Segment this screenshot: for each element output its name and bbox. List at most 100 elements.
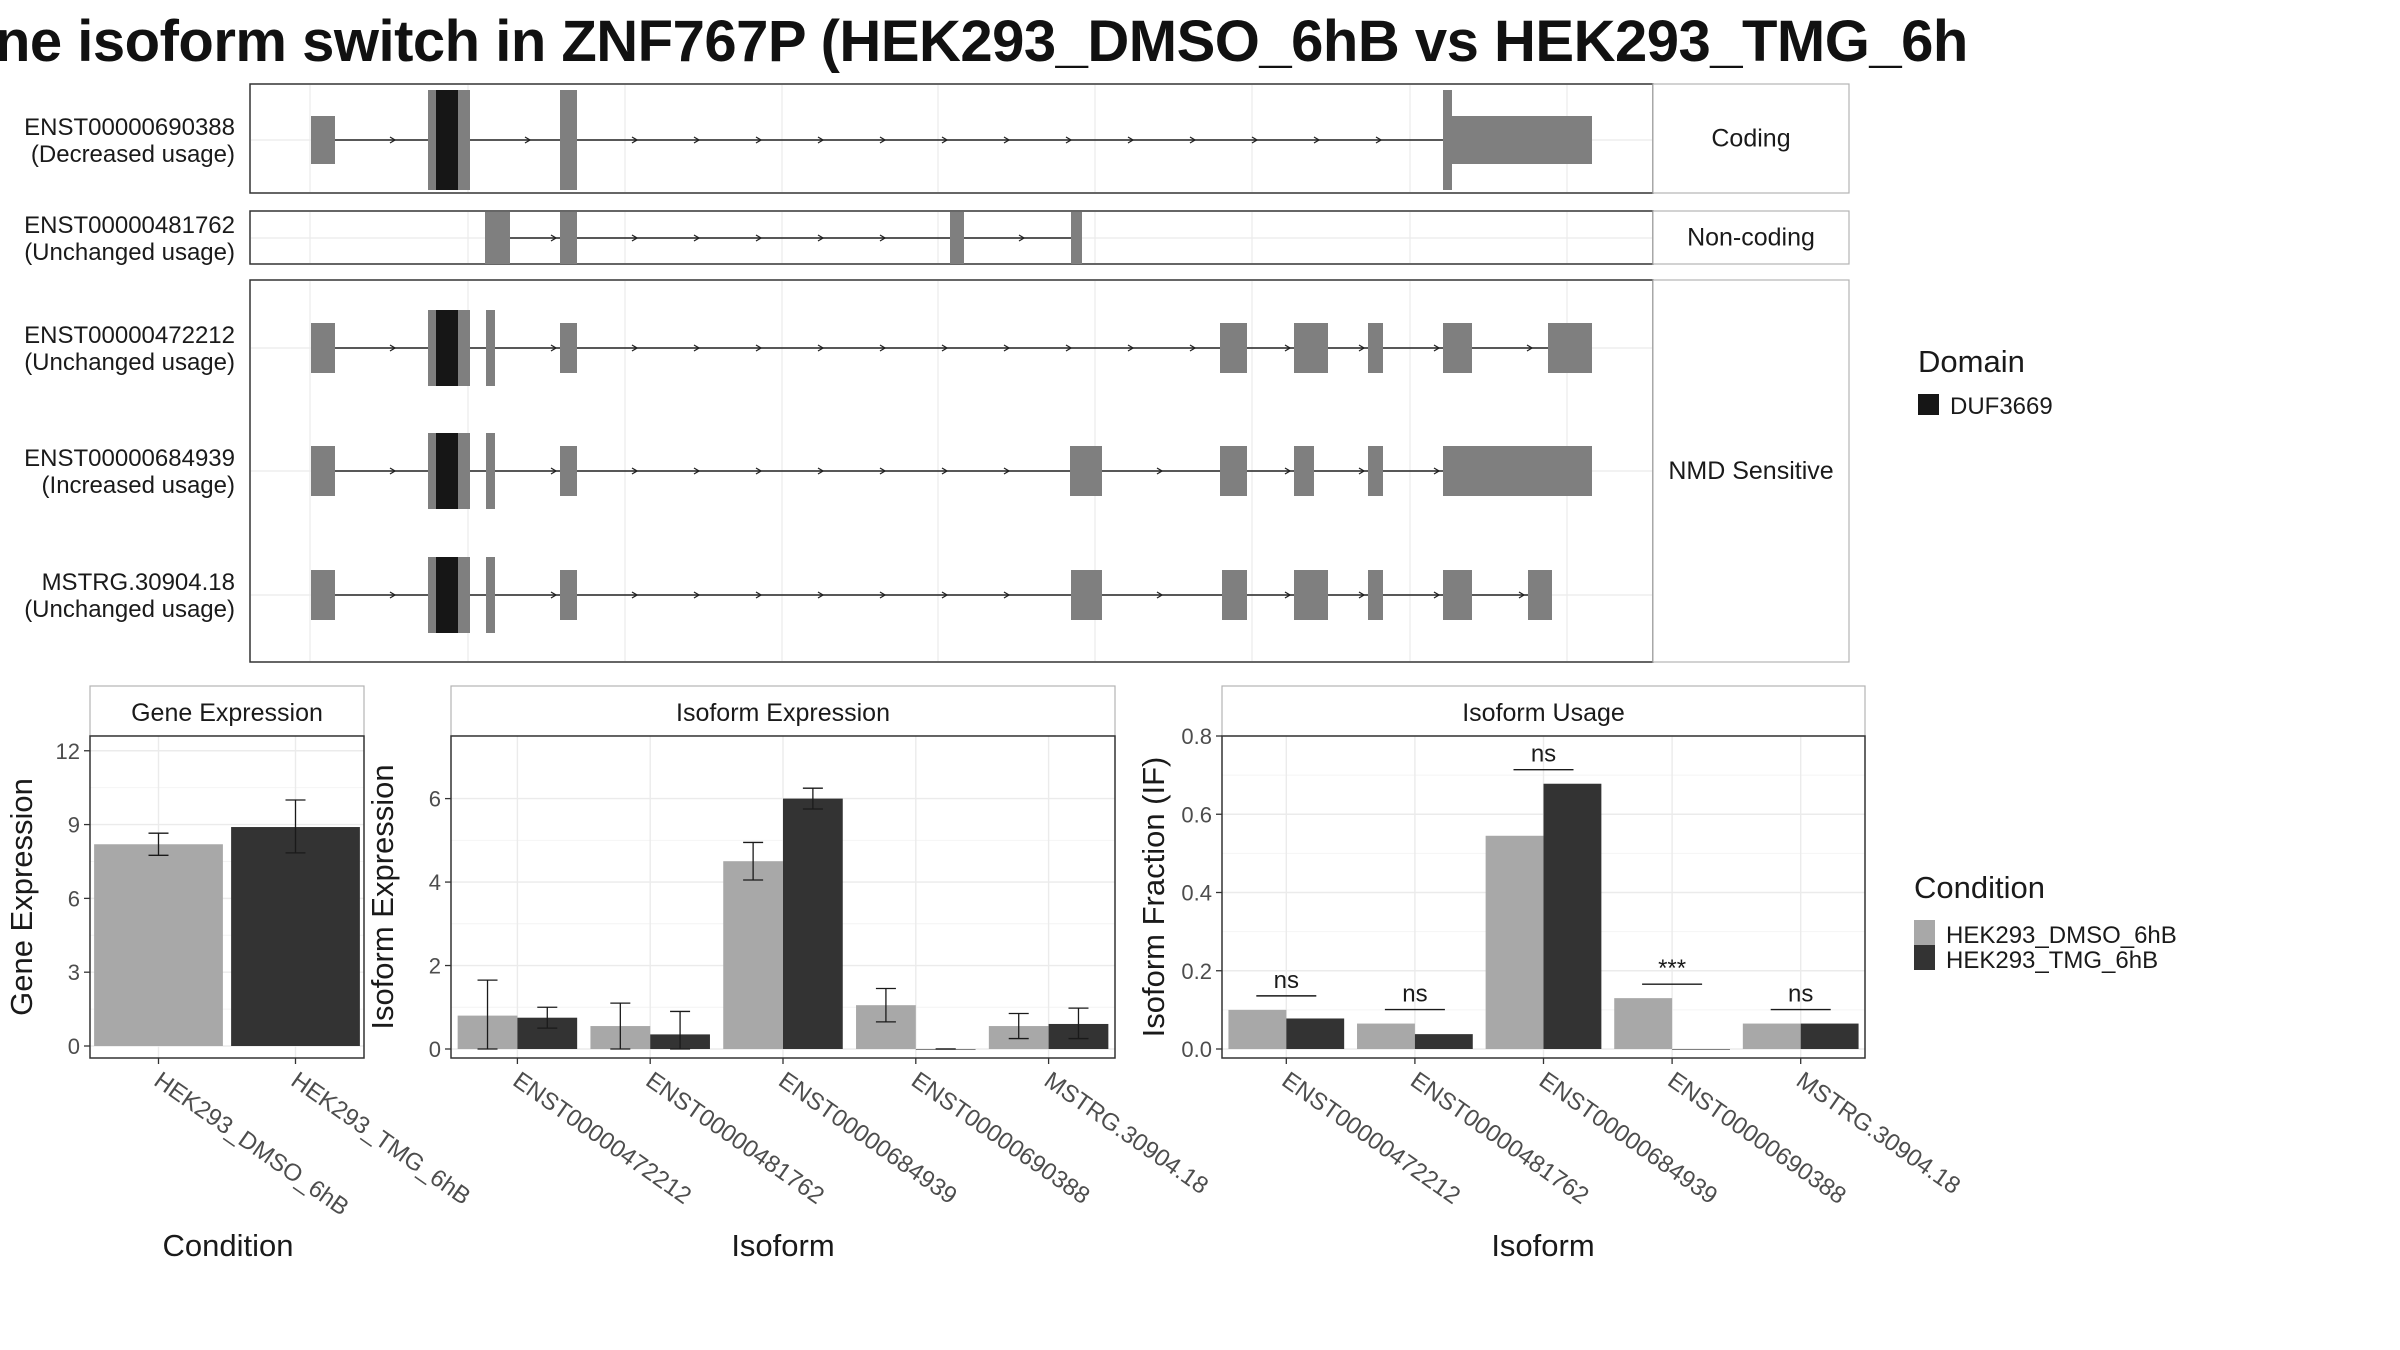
transcript-usage-label: (Increased usage) (42, 472, 235, 499)
exon (311, 446, 335, 496)
y-tick-label: 0.2 (1181, 959, 1212, 984)
y-tick-label: 6 (429, 787, 441, 812)
y-tick-label: 0 (429, 1037, 441, 1062)
exon (1452, 116, 1592, 164)
intron-arrow (1526, 344, 1534, 352)
intron-arrow (389, 467, 397, 475)
transcript-row: ENST00000684939(Increased usage) (24, 433, 1652, 509)
panel-strip (450, 685, 1116, 737)
intron-arrow (755, 234, 763, 242)
x-axis-title: Isoform (731, 1228, 834, 1263)
structure-facet-panel (249, 83, 1654, 194)
intron-arrow (1358, 591, 1366, 599)
domain-duf3669 (436, 310, 458, 386)
intron-arrow (1358, 344, 1366, 352)
y-tick-label: 0.4 (1181, 881, 1212, 906)
exon (486, 310, 495, 386)
exon (311, 570, 335, 620)
exon (1443, 446, 1592, 496)
exon (1368, 570, 1383, 620)
exon (486, 557, 495, 633)
intron-arrow (550, 234, 558, 242)
exon (311, 116, 335, 164)
exon (1294, 570, 1328, 620)
exon (1443, 90, 1452, 190)
bar (1485, 835, 1544, 1049)
intron-arrow (389, 344, 397, 352)
exon (1294, 323, 1328, 373)
intron-arrow (1375, 136, 1383, 144)
significance-label: ns (1531, 741, 1556, 768)
intron-arrow (631, 344, 639, 352)
exon (1548, 323, 1592, 373)
bar (1228, 1009, 1287, 1049)
transcript-row: ENST00000472212(Unchanged usage) (24, 310, 1652, 386)
intron-arrow (755, 136, 763, 144)
intron-arrow (1018, 234, 1026, 242)
intron-arrow (817, 234, 825, 242)
intron-arrow (817, 467, 825, 475)
exon (485, 212, 510, 264)
exon (1368, 323, 1383, 373)
bar (231, 827, 360, 1046)
bar (1800, 1023, 1859, 1049)
intron-arrow (879, 344, 887, 352)
intron-arrow (941, 591, 949, 599)
intron-arrow (1065, 344, 1073, 352)
bar (1543, 783, 1602, 1049)
facet-strip-label: Non-coding (1687, 224, 1815, 252)
panel-strip-title: Gene Expression (131, 699, 323, 727)
y-axis-title: Isoform Fraction (IF) (1136, 757, 1171, 1038)
transcript-id-label: ENST00000481762 (24, 212, 235, 239)
intron-arrow (1284, 591, 1292, 599)
transcript-id-label: MSTRG.30904.18 (42, 569, 235, 596)
legend-label: DUF3669 (1950, 393, 2053, 420)
plot-border (450, 735, 1116, 1059)
domain-duf3669 (436, 433, 458, 509)
exon (1443, 323, 1472, 373)
transcript-row: MSTRG.30904.18(Unchanged usage) (24, 557, 1652, 633)
intron-arrow (879, 234, 887, 242)
facet-strip-label: NMD Sensitive (1668, 457, 1833, 485)
exon (1220, 446, 1247, 496)
bar (1672, 1049, 1730, 1050)
y-tick-label: 6 (68, 886, 80, 911)
legend-key (1918, 394, 1939, 415)
legend-key (1914, 945, 1935, 970)
intron-arrow (941, 344, 949, 352)
intron-arrow (755, 467, 763, 475)
intron-arrow (1518, 591, 1526, 599)
bar (1614, 998, 1673, 1049)
intron-arrow (693, 467, 701, 475)
transcript-row: ENST00000690388(Decreased usage) (24, 90, 1652, 190)
transcript-usage-label: (Unchanged usage) (24, 596, 235, 623)
intron-arrow (1003, 136, 1011, 144)
panel-strip-title: Isoform Expression (676, 699, 890, 727)
intron-arrow (879, 136, 887, 144)
exon (1070, 446, 1102, 496)
x-axis-title: Isoform (1491, 1228, 1594, 1263)
exon (1528, 570, 1552, 620)
intron-arrow (631, 234, 639, 242)
legend-title: Domain (1918, 344, 2025, 379)
intron-arrow (1156, 467, 1164, 475)
intron-arrow (1156, 591, 1164, 599)
bar-chart-panel: Gene Expression036912HEK293_DMSO_6hBHEK2… (4, 685, 475, 1263)
intron-arrow (1358, 467, 1366, 475)
intron-arrow (941, 136, 949, 144)
facet-strip (1652, 210, 1850, 265)
exon (1071, 212, 1082, 264)
exon (1071, 570, 1102, 620)
intron-arrow (1003, 344, 1011, 352)
exon (1368, 446, 1383, 496)
y-tick-label: 0.8 (1181, 724, 1212, 749)
y-axis-title: Gene Expression (4, 778, 39, 1016)
exon (1294, 446, 1314, 496)
chart-title: ne isoform switch in ZNF767P (HEK293_DMS… (0, 9, 1968, 74)
intron-arrow (693, 344, 701, 352)
exon (486, 433, 495, 509)
intron-arrow (693, 136, 701, 144)
facet-strip (1652, 83, 1850, 194)
bar (1286, 1018, 1345, 1049)
intron-arrow (631, 136, 639, 144)
